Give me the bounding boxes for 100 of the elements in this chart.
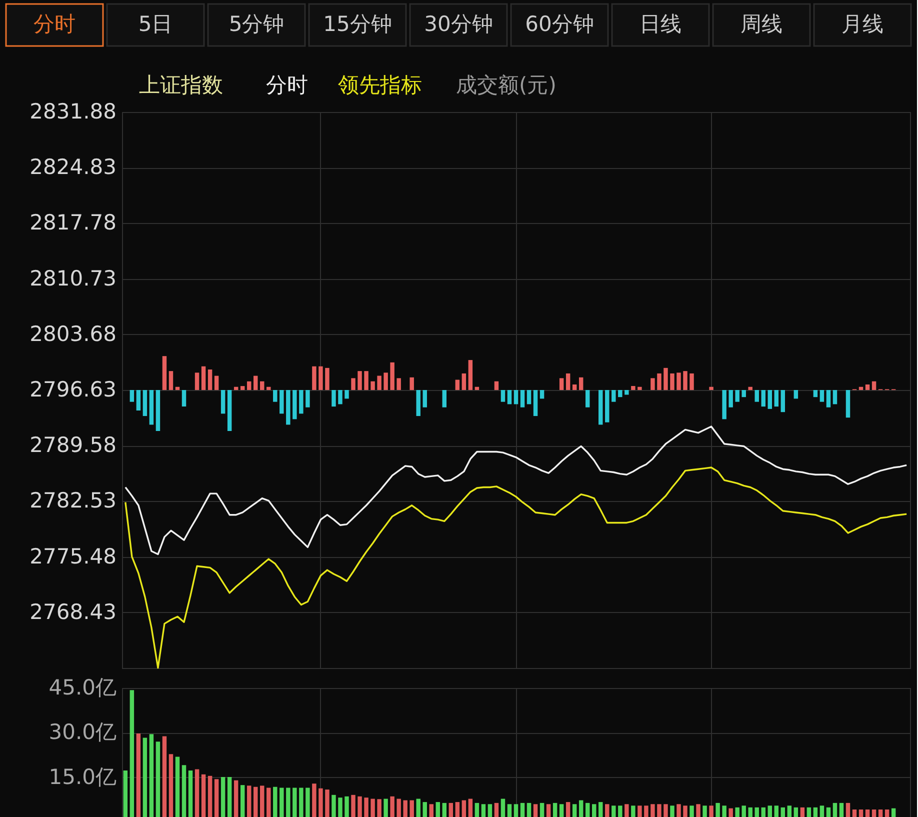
bar bbox=[201, 366, 206, 390]
bar bbox=[650, 378, 655, 390]
text: 领先指标 bbox=[338, 73, 422, 97]
bar bbox=[598, 390, 603, 425]
bar bbox=[292, 390, 297, 420]
bar bbox=[260, 381, 264, 390]
bar bbox=[585, 390, 590, 408]
bar bbox=[742, 390, 746, 398]
bar bbox=[533, 390, 538, 416]
bar bbox=[728, 390, 733, 408]
bar bbox=[683, 371, 688, 390]
line-series bbox=[124, 426, 908, 556]
bar bbox=[240, 386, 245, 390]
text: 30分钟 bbox=[424, 12, 493, 36]
bar bbox=[578, 377, 584, 390]
bar bbox=[624, 390, 629, 395]
y-tick-label: 2789.58 bbox=[30, 433, 116, 458]
bar bbox=[396, 378, 401, 390]
text: 5日 bbox=[138, 12, 173, 36]
bar bbox=[794, 390, 798, 399]
bar bbox=[846, 390, 850, 418]
bar bbox=[826, 390, 831, 408]
bar bbox=[657, 373, 662, 390]
bar bbox=[612, 390, 616, 402]
bar bbox=[494, 381, 499, 390]
bar bbox=[377, 376, 382, 390]
y-tick-label: 2775.48 bbox=[30, 544, 116, 568]
bar bbox=[638, 386, 642, 390]
text: 周线 bbox=[740, 12, 782, 36]
bar bbox=[514, 390, 518, 404]
text: 5分钟 bbox=[228, 12, 284, 36]
bar bbox=[768, 390, 772, 409]
text: 15分钟 bbox=[323, 12, 392, 36]
text: 分时 bbox=[34, 12, 76, 36]
text: 日线 bbox=[640, 12, 682, 36]
y-tick-label: 2810.73 bbox=[30, 266, 116, 290]
bar bbox=[735, 390, 740, 402]
bar bbox=[455, 380, 460, 390]
bar bbox=[664, 368, 668, 390]
bar bbox=[325, 368, 330, 390]
bar bbox=[194, 372, 200, 390]
bar bbox=[286, 390, 290, 425]
bar bbox=[208, 369, 212, 390]
bar bbox=[566, 373, 570, 390]
bar bbox=[754, 390, 759, 402]
bar bbox=[500, 390, 506, 402]
bar bbox=[246, 381, 252, 390]
bar bbox=[358, 371, 362, 390]
text: 分时 bbox=[266, 73, 308, 97]
bar bbox=[280, 390, 284, 414]
bar bbox=[605, 390, 610, 422]
bar bbox=[422, 390, 427, 408]
bar bbox=[690, 373, 694, 390]
bar bbox=[572, 384, 577, 390]
bar bbox=[332, 390, 336, 407]
bar bbox=[306, 390, 310, 408]
bar bbox=[813, 390, 818, 398]
bar bbox=[670, 373, 674, 390]
text: 成交额(元) bbox=[456, 73, 556, 97]
bar bbox=[676, 372, 681, 390]
bar bbox=[338, 390, 342, 404]
bar bbox=[175, 386, 180, 390]
bar bbox=[722, 390, 726, 420]
bar bbox=[832, 390, 838, 404]
bar bbox=[227, 390, 232, 432]
bar bbox=[390, 362, 394, 390]
bar bbox=[631, 386, 636, 390]
bar bbox=[526, 390, 532, 404]
y-tick-label: 2817.78 bbox=[30, 210, 116, 235]
bar bbox=[618, 390, 622, 398]
bar bbox=[559, 378, 564, 390]
bar bbox=[442, 390, 447, 408]
y-tick-label: 2803.68 bbox=[30, 322, 116, 346]
bar bbox=[168, 371, 174, 390]
bar bbox=[364, 371, 368, 390]
bar bbox=[748, 386, 752, 390]
y-tick-label: 45.0亿 bbox=[48, 676, 116, 700]
bar bbox=[410, 377, 414, 390]
bar bbox=[351, 378, 356, 390]
y-tick-label: 2782.53 bbox=[30, 488, 116, 513]
text: 60分钟 bbox=[525, 12, 594, 36]
bar bbox=[344, 390, 349, 399]
bar bbox=[780, 390, 786, 412]
line-series bbox=[124, 466, 908, 669]
bar bbox=[858, 386, 864, 390]
bar bbox=[182, 390, 186, 407]
bar bbox=[266, 386, 271, 390]
bar bbox=[220, 390, 226, 414]
bar bbox=[540, 390, 544, 399]
bar bbox=[507, 390, 512, 404]
y-tick-label: 15.0亿 bbox=[48, 764, 116, 789]
bar bbox=[149, 390, 154, 425]
y-tick-label: 30.0亿 bbox=[48, 720, 116, 744]
bar bbox=[162, 356, 167, 390]
chart-title: 上证指数 bbox=[139, 73, 223, 97]
bar bbox=[156, 390, 160, 432]
bar bbox=[142, 390, 148, 416]
bar bbox=[462, 373, 466, 390]
bar bbox=[136, 390, 141, 411]
bar bbox=[416, 390, 420, 416]
